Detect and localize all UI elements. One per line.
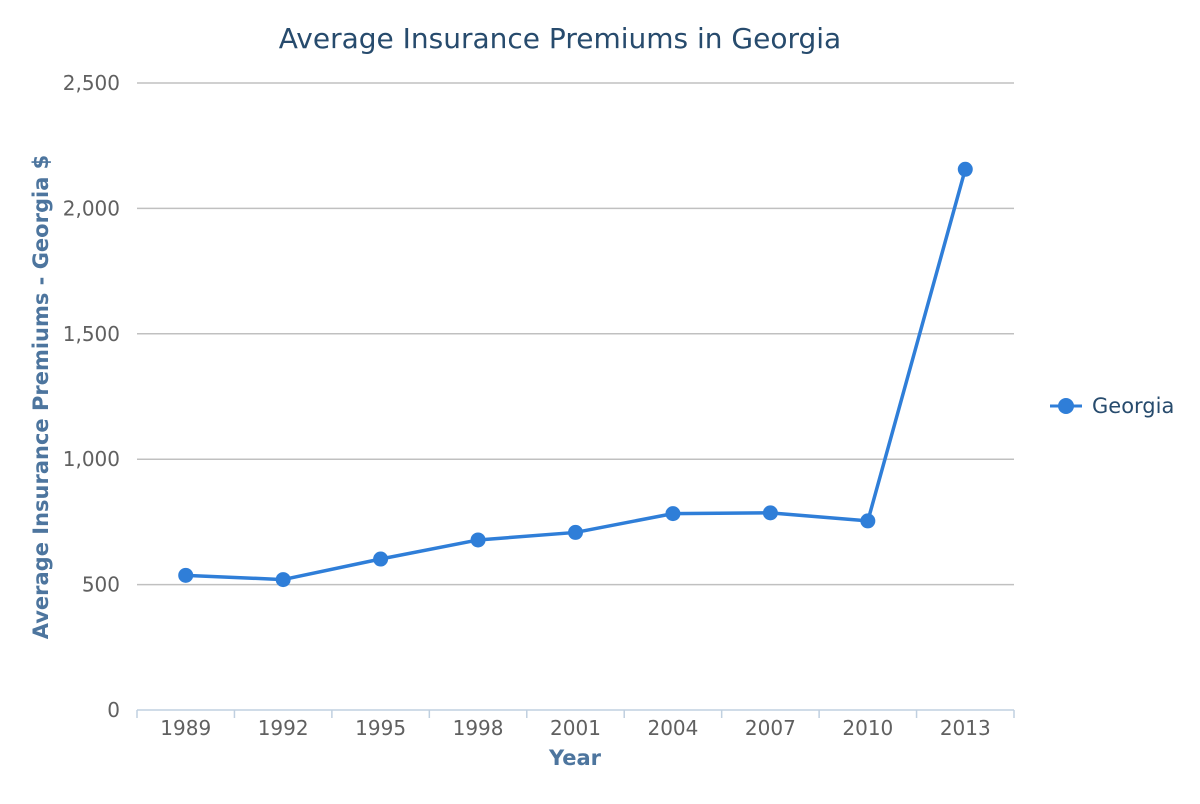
y-axis-ticks: 0 500 1,000 1,500 2,000 2,500: [63, 71, 120, 722]
y-tick-label: 1,000: [63, 447, 120, 471]
data-point-georgia-2004: [665, 506, 681, 522]
data-point-georgia-2001: [568, 524, 583, 540]
y-tick-label: 1,500: [63, 322, 120, 346]
data-point-georgia-1998: [470, 532, 486, 548]
x-axis-title: Year: [548, 746, 602, 770]
x-axis-ticks: 1989 1992 1995 1998 2001 2004 2007 2010 2013: [160, 716, 990, 740]
y-tick-label: 2,500: [63, 71, 120, 95]
series-layer: [178, 161, 973, 588]
y-tick-label: 0: [107, 698, 120, 722]
x-tick-label: 2013: [940, 716, 991, 740]
data-point-georgia-1995: [373, 551, 389, 567]
data-point-georgia-2010: [860, 513, 876, 529]
x-tick-label: 2010: [842, 716, 893, 740]
x-tick-label: 2007: [745, 716, 796, 740]
data-point-georgia-2013: [957, 161, 973, 177]
x-tick-label: 1992: [258, 716, 309, 740]
y-axis-title: Average Insurance Premiums - Georgia $: [29, 155, 53, 640]
series-line-georgia: [183, 167, 968, 582]
x-tick-label: 2004: [647, 716, 698, 740]
x-tick-label: 1989: [160, 716, 211, 740]
legend-label-georgia[interactable]: Georgia: [1092, 394, 1174, 418]
x-tick-label: 1998: [453, 716, 504, 740]
y-tick-label: 500: [82, 573, 120, 597]
data-point-georgia-2007: [762, 505, 778, 521]
legend[interactable]: Georgia: [1050, 394, 1174, 418]
x-tick-label: 1995: [355, 716, 406, 740]
legend-marker-georgia: [1058, 398, 1074, 414]
x-tick-label: 2001: [550, 716, 601, 740]
chart-title: Average Insurance Premiums in Georgia: [279, 22, 841, 55]
data-point-georgia-1992: [275, 572, 291, 588]
y-tick-label: 2,000: [63, 196, 120, 220]
data-point-georgia-1989: [178, 567, 194, 583]
grid-lines: [137, 82, 1014, 586]
x-axis: [136, 709, 1015, 718]
